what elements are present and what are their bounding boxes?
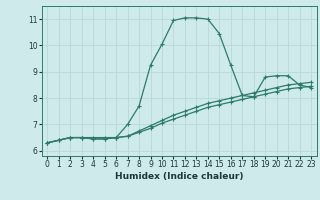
X-axis label: Humidex (Indice chaleur): Humidex (Indice chaleur): [115, 172, 244, 181]
